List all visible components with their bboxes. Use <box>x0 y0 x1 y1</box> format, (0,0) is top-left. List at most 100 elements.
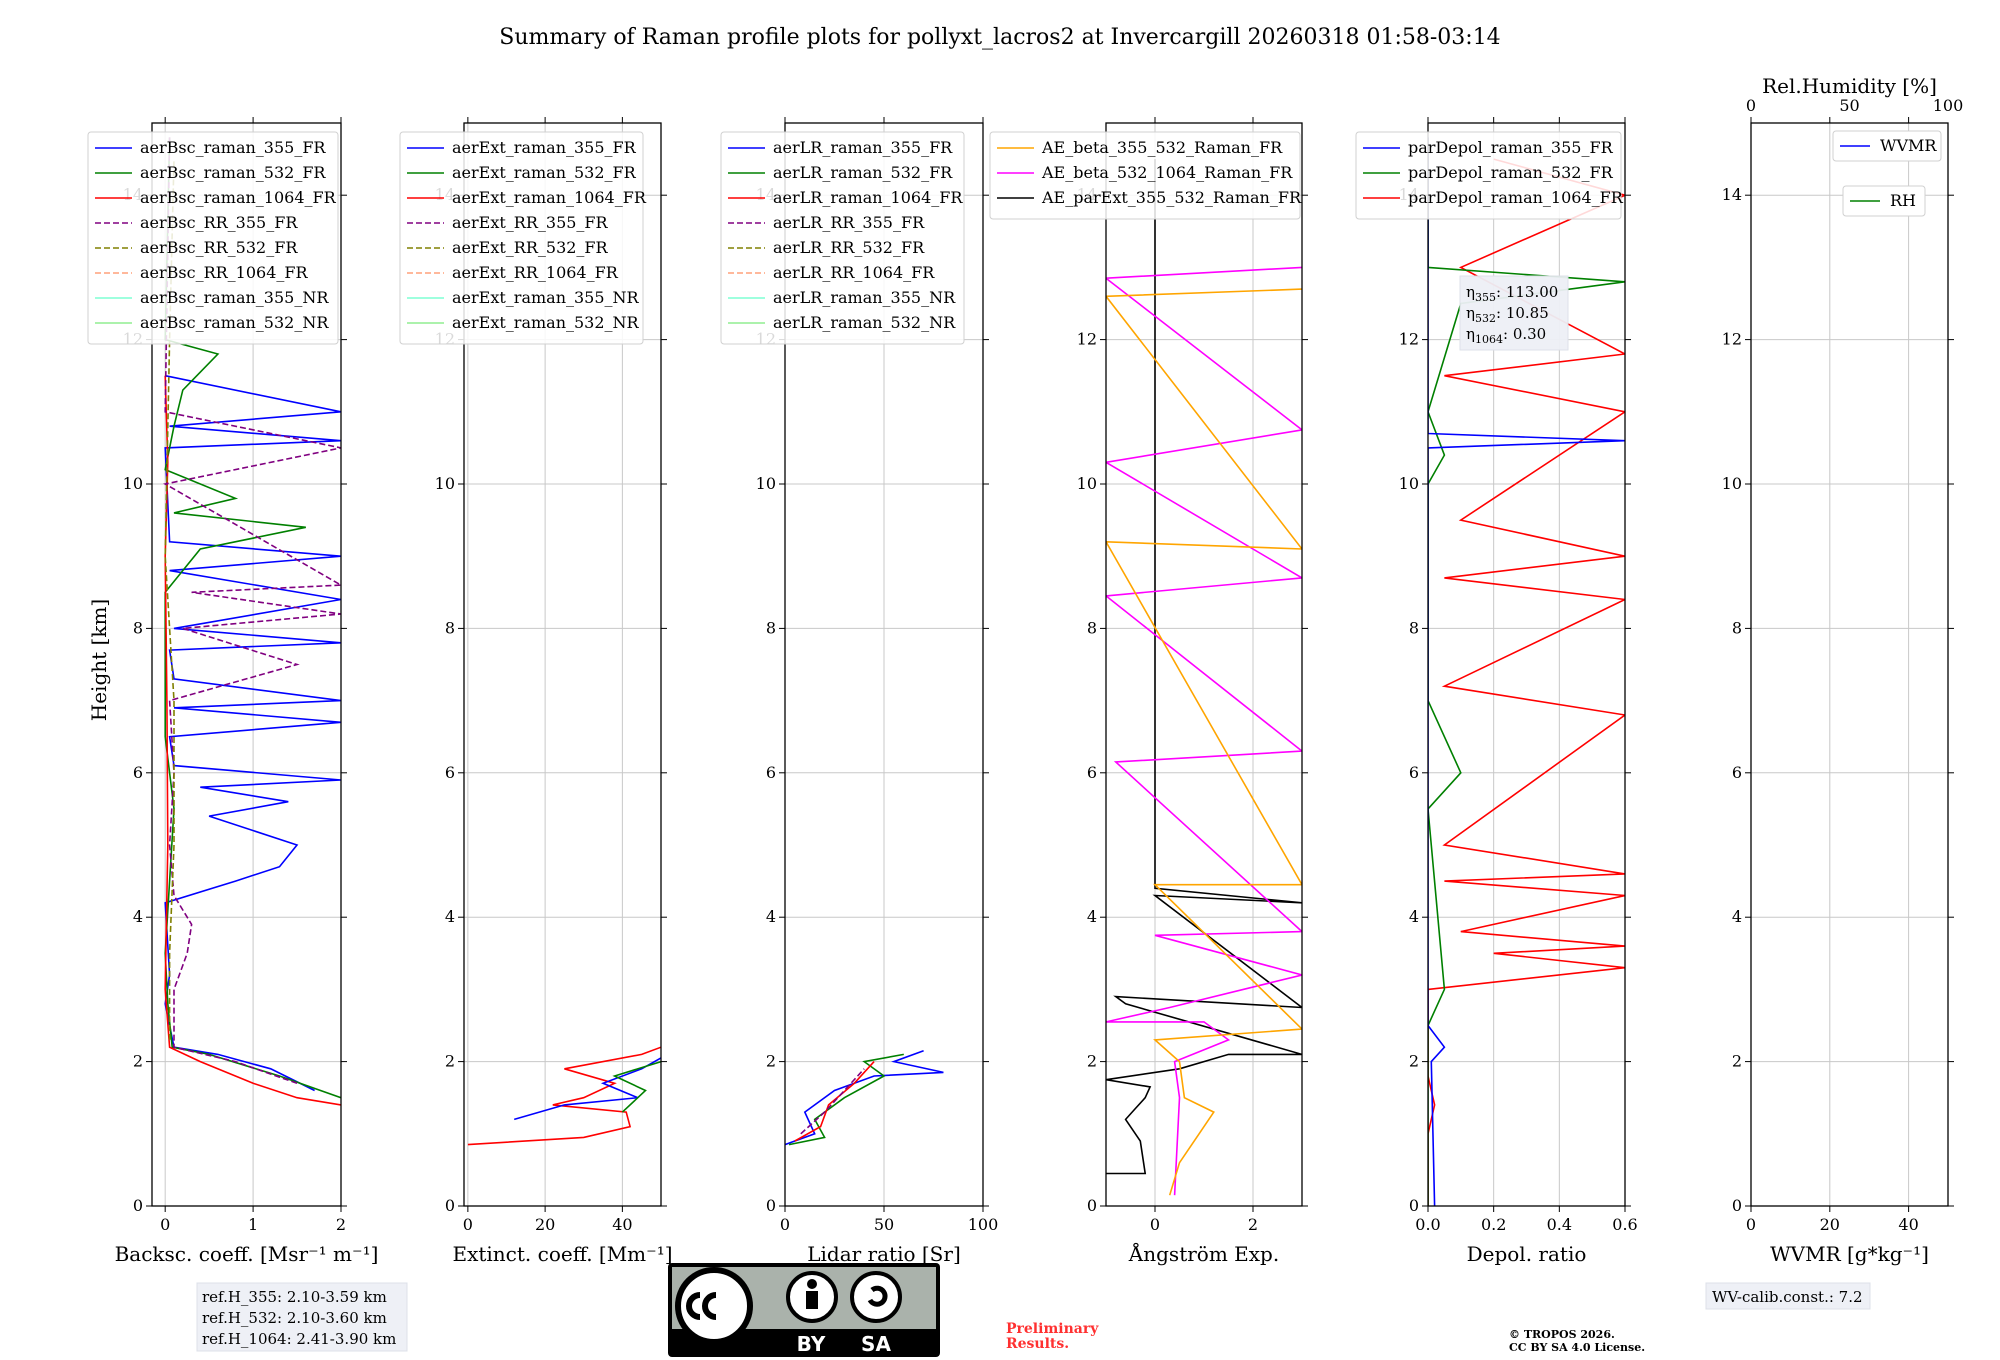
legend-wvmr: WVMR <box>1832 130 1942 162</box>
y-tick-label: 10 <box>1722 474 1742 493</box>
legend-item: aerBsc_raman_532_NR <box>140 313 329 332</box>
x-tick-label: 20 <box>1820 1215 1840 1234</box>
y-tick-label: 8 <box>133 618 143 637</box>
y-tick-label: 4 <box>1087 907 1097 926</box>
series-group <box>1106 159 1302 1196</box>
series-group <box>467 1046 661 1146</box>
series-parDepol_raman_1064_FR <box>1428 158 1625 1206</box>
x-axis-label: Backsc. coeff. [Msr⁻¹ m⁻¹] <box>115 1242 379 1266</box>
x-tick-label: 40 <box>1898 1215 1918 1234</box>
legend-item: aerExt_RR_532_FR <box>452 238 609 257</box>
x-tick-label: 40 <box>612 1215 632 1234</box>
y-tick-label: 12 <box>1722 330 1742 349</box>
y-tick-label: 4 <box>1732 907 1742 926</box>
legend-item: aerLR_RR_1064_FR <box>773 263 935 282</box>
y-tick-label: 2 <box>766 1052 776 1071</box>
y-tick-label: 12 <box>1077 330 1097 349</box>
y-tick-label: 6 <box>766 763 776 782</box>
panels: 0 2 4 6 8 10 12 14 0 12 Backsc. coeff. [Msr⁻¹ m⁻¹]… <box>87 74 1964 1266</box>
legend: aerExt_raman_355_FR aerExt_raman_532_FRae… <box>399 131 647 345</box>
y-tick-label: 2 <box>133 1052 143 1071</box>
x-axis-label: Depol. ratio <box>1467 1242 1587 1266</box>
legend-item: aerLR_RR_532_FR <box>773 238 925 257</box>
copyright-line1: © TROPOS 2026. <box>1509 1328 1615 1341</box>
y-tick-label: 6 <box>1087 763 1097 782</box>
legend-item: aerExt_raman_532_NR <box>452 313 640 332</box>
x-axis-label: Extinct. coeff. [Mm⁻¹] <box>452 1242 672 1266</box>
legend-item: aerExt_raman_532_FR <box>452 163 637 182</box>
y-tick-label: 8 <box>445 618 455 637</box>
legend-item: aerLR_raman_355_FR <box>773 138 953 157</box>
y-tick-label: 0 <box>766 1196 776 1215</box>
axes-frame <box>463 122 662 1207</box>
ref-height-532: ref.H_532: 2.10-3.60 km <box>202 1309 387 1327</box>
legend-item: parDepol_raman_355_FR <box>1408 138 1614 157</box>
panel-3: 02468101214050100Lidar ratio [Sr]aerLR_r… <box>720 117 998 1266</box>
y-tick-label: 0 <box>133 1196 143 1215</box>
legend-item: aerBsc_raman_355_FR <box>140 138 326 157</box>
legend-item: aerLR_raman_532_FR <box>773 163 953 182</box>
series-aerLR_raman_355_FR <box>785 1050 944 1146</box>
series-group <box>1428 137 1625 1206</box>
series-aerExt_raman_532_FR <box>612 1060 661 1113</box>
panel-2: 0246810121402040Extinct. coeff. [Mm⁻¹]ae… <box>399 117 673 1266</box>
legend: aerLR_raman_355_FR aerLR_raman_532_FR aerL… <box>720 131 965 345</box>
series-parDepol_raman_355_FR <box>1428 137 1625 1206</box>
legend-item: aerLR_raman_1064_FR <box>773 188 963 207</box>
cc-license-badge: BY SA <box>668 1263 940 1357</box>
y-tick-label: 6 <box>1409 763 1419 782</box>
series-aerExt_raman_1064_FR <box>467 1046 661 1146</box>
y-tick-label: 2 <box>1087 1052 1097 1071</box>
legend: aerBsc_raman_355_FR aerBsc_raman_532_FRae… <box>87 131 339 345</box>
eta-1064: η1064: 0.30 <box>1466 325 1546 346</box>
legend-item: aerBsc_raman_355_NR <box>140 288 329 307</box>
series-aerLR_raman_532_FR <box>788 1053 904 1146</box>
legend-item: aerBsc_RR_355_FR <box>140 213 298 232</box>
series-group <box>162 137 341 1106</box>
legend-item: aerBsc_raman_532_FR <box>140 163 326 182</box>
eta-532: η532: 10.85 <box>1466 304 1549 325</box>
y-tick-label: 2 <box>1732 1052 1742 1071</box>
axes-frame <box>1750 122 1949 1207</box>
y-tick-label: 4 <box>766 907 776 926</box>
badge-sa: SA <box>861 1332 891 1356</box>
y-tick-label: 2 <box>445 1052 455 1071</box>
series-aerExt_raman_355_FR <box>513 1057 661 1121</box>
y-tick-label: 0 <box>445 1196 455 1215</box>
series-aerLR_RR_355_FR <box>800 1068 865 1135</box>
y-tick-label: 8 <box>1087 618 1097 637</box>
y-tick-label: 8 <box>1409 618 1419 637</box>
x2-tick-label: 100 <box>1933 96 1964 115</box>
chart-title: Summary of Raman profile plots for polly… <box>499 25 1500 50</box>
x-tick-label: 2 <box>336 1215 346 1234</box>
preliminary-line1: Preliminary <box>1006 1321 1099 1337</box>
x-tick-label: 0 <box>1150 1215 1160 1234</box>
legend-item: AE_beta_355_532_Raman_FR <box>1041 138 1283 157</box>
y-tick-label: 6 <box>1732 763 1742 782</box>
copyright-line2: CC BY SA 4.0 License. <box>1509 1341 1645 1354</box>
y-tick-label: 6 <box>445 763 455 782</box>
x2-tick-label: 50 <box>1839 96 1859 115</box>
ref-height-355: ref.H_355: 2.10-3.59 km <box>202 1288 387 1306</box>
wv-calib-text: WV-calib.const.: 7.2 <box>1712 1288 1863 1306</box>
x-tick-label: 0.2 <box>1481 1215 1506 1234</box>
ref-height-box: ref.H_355: 2.10-3.59 km ref.H_532: 2.10-… <box>196 1282 408 1352</box>
series-AE_parExt_355_532_Raman_FR <box>1106 159 1302 1175</box>
x2-tick-label: 0 <box>1746 96 1756 115</box>
legend-item: RH <box>1890 191 1916 210</box>
y-tick-label: 8 <box>766 618 776 637</box>
y-tick-label: 14 <box>1722 185 1742 204</box>
legend-item: AE_beta_532_1064_Raman_FR <box>1041 163 1293 182</box>
axes-frame <box>151 122 342 1207</box>
legend-item: aerLR_RR_355_FR <box>773 213 925 232</box>
legend-item: aerBsc_RR_1064_FR <box>140 263 309 282</box>
y-tick-label: 4 <box>445 907 455 926</box>
series-aerBsc_RR_355_FR <box>162 137 341 1085</box>
series-AE_beta_532_1064_Raman_FR <box>1106 266 1302 1196</box>
series-aerBsc_raman_532_FR <box>164 137 341 1099</box>
y-tick-label: 10 <box>1399 474 1419 493</box>
x-tick-label: 0 <box>1746 1215 1756 1234</box>
axes-frame <box>1105 122 1303 1207</box>
